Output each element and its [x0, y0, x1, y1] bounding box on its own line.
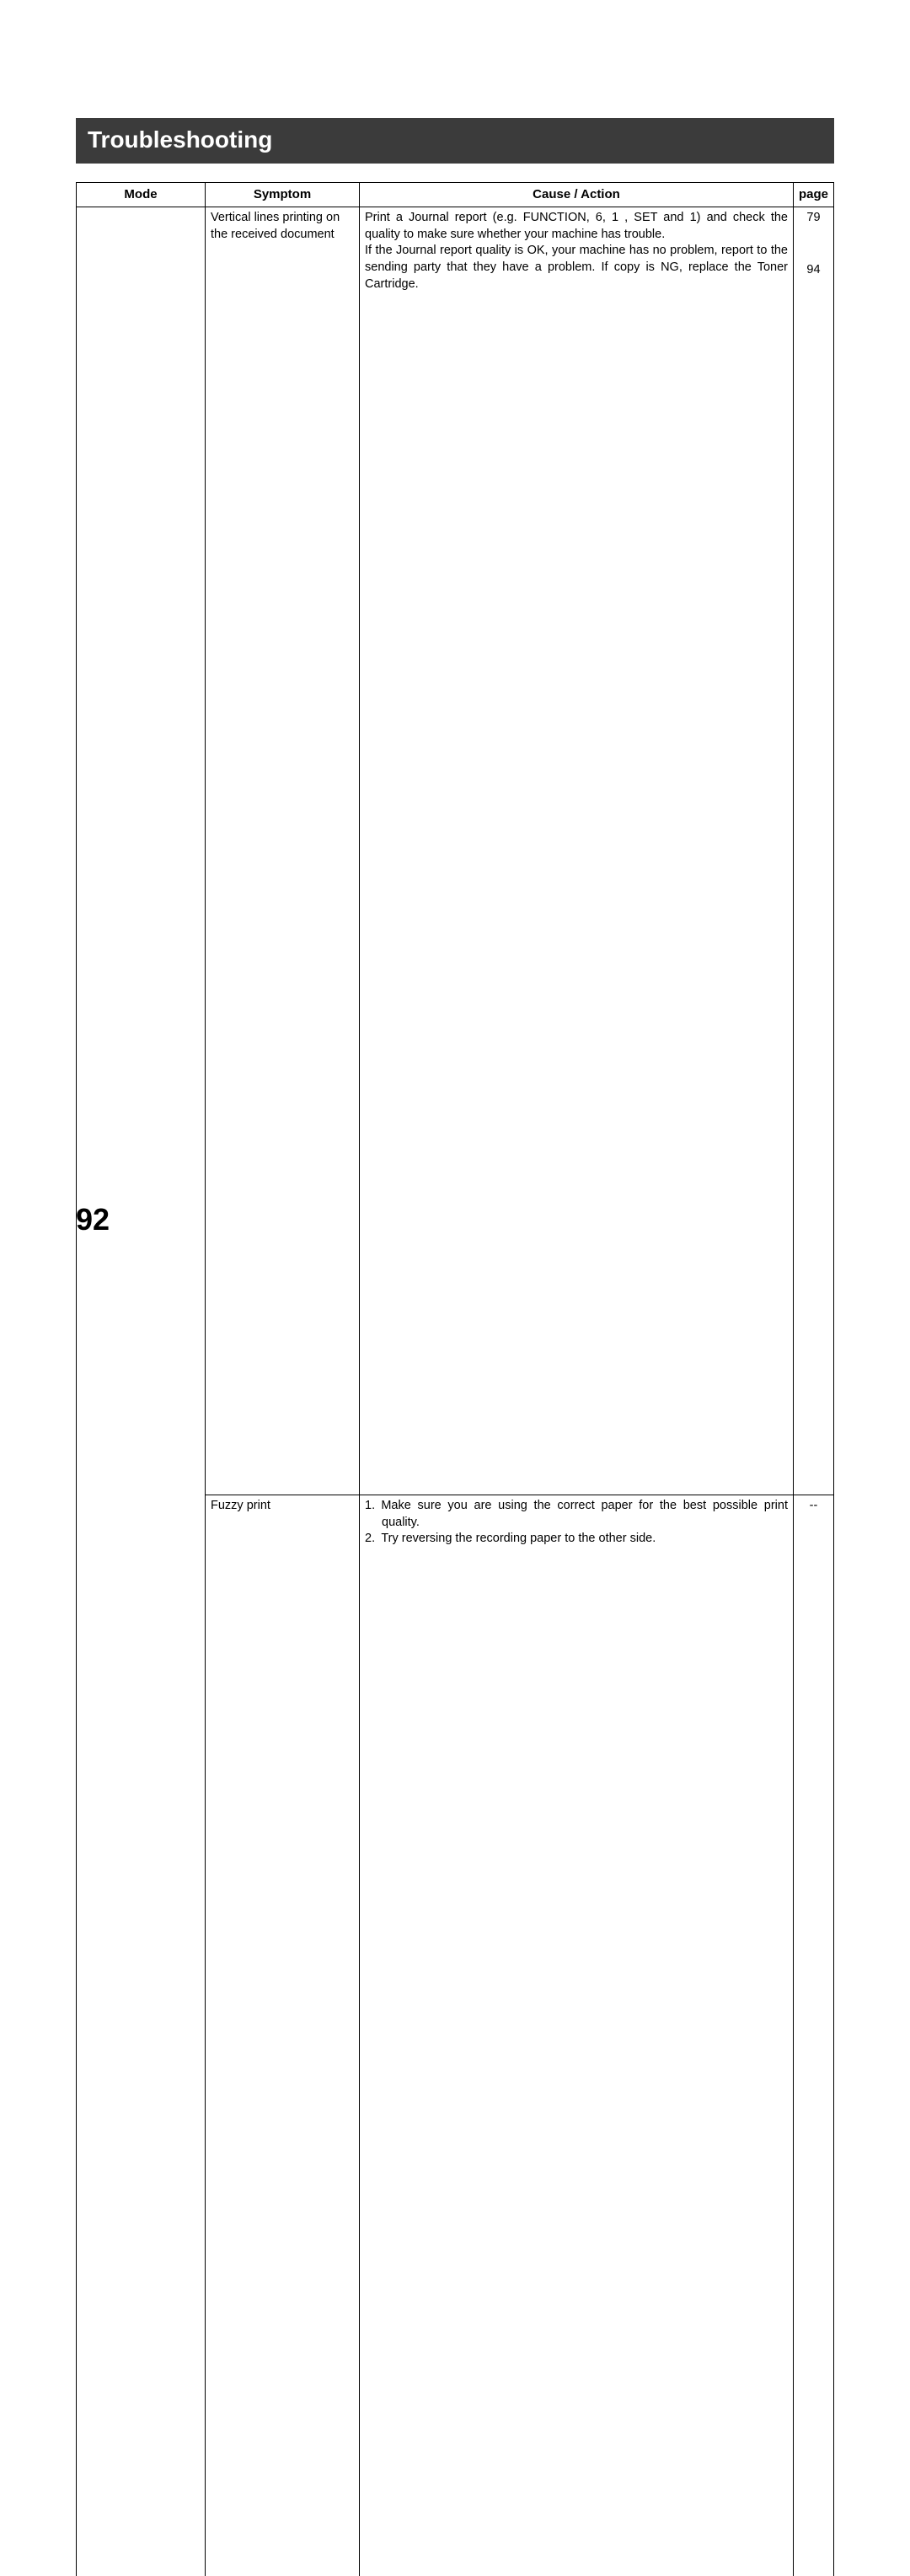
action-line: Print a Journal report (e.g. FUNCTION, 6…	[365, 210, 788, 243]
th-mode: Mode	[77, 183, 206, 207]
action-line: If the Journal report quality is OK, you…	[365, 243, 788, 292]
action-cell: Print a Journal report (e.g. FUNCTION, 6…	[360, 207, 794, 1495]
page-title-banner: Troubleshooting	[76, 118, 834, 164]
page-number: 92	[76, 1202, 110, 1237]
th-cause: Cause / Action	[360, 183, 794, 207]
action-line: 1. Make sure you are using the correct p…	[365, 1498, 788, 1531]
page-ref: 94	[799, 262, 828, 279]
th-symptom: Symptom	[206, 183, 360, 207]
troubleshooting-table: Mode Symptom Cause / Action page Print C…	[76, 182, 834, 2576]
th-page: page	[793, 183, 833, 207]
page-cell: --	[793, 1495, 833, 2576]
symptom-cell: Fuzzy print	[206, 1495, 360, 2576]
action-cell: 1. Make sure you are using the correct p…	[360, 1495, 794, 2576]
table-row: Print Copy Quality Vertical lines printi…	[77, 207, 834, 1495]
action-line: 2. Try reversing the recording paper to …	[365, 1531, 788, 1548]
symptom-cell: Vertical lines printing on the received …	[206, 207, 360, 1495]
page-ref: 79	[799, 210, 828, 227]
mode-print-copy-quality: Print Copy Quality	[77, 207, 206, 2576]
page-cell: 79 94	[793, 207, 833, 1495]
